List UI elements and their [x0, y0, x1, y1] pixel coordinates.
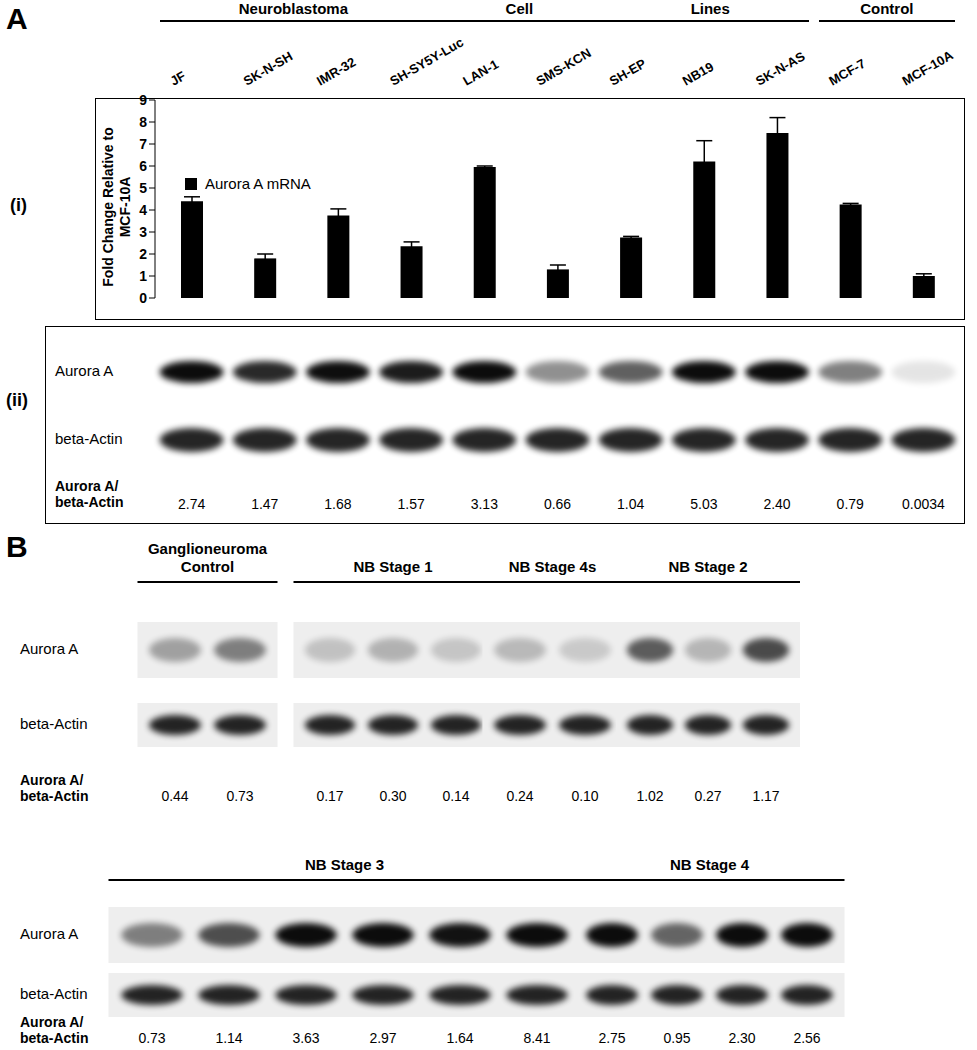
- svg-text:8: 8: [139, 114, 147, 130]
- svg-text:LAN-1: LAN-1: [460, 56, 501, 88]
- html-text:0.24: 0.24: [506, 788, 534, 804]
- html-text:0.95: 0.95: [663, 1030, 691, 1046]
- svg-text:IMR-32: IMR-32: [314, 54, 358, 88]
- html-text:2.40: 2.40: [763, 496, 791, 512]
- svg-text:SH-SY5Y-Luc: SH-SY5Y-Luc: [387, 34, 466, 88]
- html-text:2.74: 2.74: [178, 496, 206, 512]
- svg-text:5: 5: [139, 180, 147, 196]
- svg-text:3: 3: [139, 224, 147, 240]
- html-text:3.13: 3.13: [470, 496, 498, 512]
- html-text:1.57: 1.57: [397, 496, 425, 512]
- svg-text:1: 1: [139, 268, 147, 284]
- html-text:Neuroblastoma: Neuroblastoma: [238, 0, 348, 17]
- html-text:2.56: 2.56: [793, 1030, 821, 1046]
- html-text:0.66: 0.66: [543, 496, 572, 512]
- svg-text:2: 2: [139, 246, 147, 262]
- html-text:3.63: 3.63: [292, 1030, 320, 1046]
- svg-text:MCF-7: MCF-7: [826, 56, 868, 89]
- html-text:2.75: 2.75: [598, 1030, 626, 1046]
- html-text:1.02: 1.02: [636, 788, 664, 804]
- html-text:0.0034: 0.0034: [902, 496, 945, 512]
- html-text:1.14: 1.14: [215, 1030, 243, 1046]
- html-text:Aurora A: Aurora A: [20, 925, 79, 942]
- html-text:0.17: 0.17: [316, 788, 344, 804]
- html-text:1.68: 1.68: [324, 496, 352, 512]
- svg-text:SK-N-AS: SK-N-AS: [753, 48, 808, 88]
- html-text:(i): (i): [10, 195, 27, 215]
- html-text:Ganglioneuroma Control: Ganglioneuroma Control: [147, 540, 268, 575]
- html-text:NB Stage 4s: NB Stage 4s: [508, 558, 597, 575]
- html-text:beta-Actin: beta-Actin: [55, 430, 123, 447]
- svg-text:MCF-10A: MCF-10A: [899, 47, 956, 88]
- html-text:beta-Actin: beta-Actin: [20, 985, 88, 1002]
- html-text:Control: Control: [860, 0, 914, 17]
- html-text:2.97: 2.97: [369, 1030, 397, 1046]
- html-text:0.30: 0.30: [379, 788, 407, 804]
- html-text:Cell: Cell: [505, 0, 534, 17]
- html-text:NB Stage 4: NB Stage 4: [669, 856, 750, 873]
- html-text:0.79: 0.79: [836, 496, 864, 512]
- svg-text:JF: JF: [168, 68, 189, 89]
- html-text:0.27: 0.27: [694, 788, 722, 804]
- html-text:0.73: 0.73: [226, 788, 254, 804]
- html-text:NB Stage 3: NB Stage 3: [304, 856, 385, 873]
- html-text:B: B: [6, 530, 28, 563]
- html-text:Aurora A/ beta-Actin: Aurora A/ beta-Actin: [20, 1014, 89, 1046]
- html-text:Fold Change Relative to MCF-10: Fold Change Relative to MCF-10A: [100, 127, 133, 287]
- html-text:NB Stage 2: NB Stage 2: [668, 558, 748, 575]
- svg-text:6: 6: [139, 158, 147, 174]
- svg-text:SK-N-SH: SK-N-SH: [241, 49, 295, 89]
- html-text:1.64: 1.64: [446, 1030, 474, 1046]
- svg-text:SH-EP: SH-EP: [607, 56, 649, 89]
- svg-text:4: 4: [139, 202, 147, 218]
- html-text:1.47: 1.47: [251, 496, 279, 512]
- html-text:Aurora A: Aurora A: [55, 362, 114, 379]
- svg-text:SMS-KCN: SMS-KCN: [534, 45, 594, 88]
- html-text:0.44: 0.44: [161, 788, 189, 804]
- html-text:Lines: Lines: [690, 0, 730, 17]
- html-text:beta-Actin: beta-Actin: [20, 715, 88, 732]
- html-text:2.30: 2.30: [728, 1030, 756, 1046]
- html-text:0.73: 0.73: [138, 1030, 166, 1046]
- svg-text:7: 7: [139, 136, 147, 152]
- html-text:0.10: 0.10: [571, 788, 599, 804]
- svg-text:NB19: NB19: [680, 59, 716, 89]
- html-text:NB Stage 1: NB Stage 1: [353, 558, 433, 575]
- html-text:Aurora A: Aurora A: [20, 640, 79, 657]
- html-text:Aurora A/ beta-Actin: Aurora A/ beta-Actin: [20, 772, 89, 804]
- html-text:Aurora A/ beta-Actin: Aurora A/ beta-Actin: [55, 478, 124, 510]
- html-text:1.04: 1.04: [617, 496, 645, 512]
- html-text:8.41: 8.41: [523, 1030, 551, 1046]
- html-text:0.14: 0.14: [442, 788, 470, 804]
- html-text:(ii): (ii): [6, 390, 28, 410]
- html-text:Aurora A mRNA: Aurora A mRNA: [205, 175, 311, 192]
- svg-text:0: 0: [139, 290, 147, 306]
- svg-text:9: 9: [139, 92, 147, 108]
- html-text:A: A: [6, 2, 28, 35]
- html-text:1.17: 1.17: [752, 788, 780, 804]
- html-text:5.03: 5.03: [690, 496, 718, 512]
